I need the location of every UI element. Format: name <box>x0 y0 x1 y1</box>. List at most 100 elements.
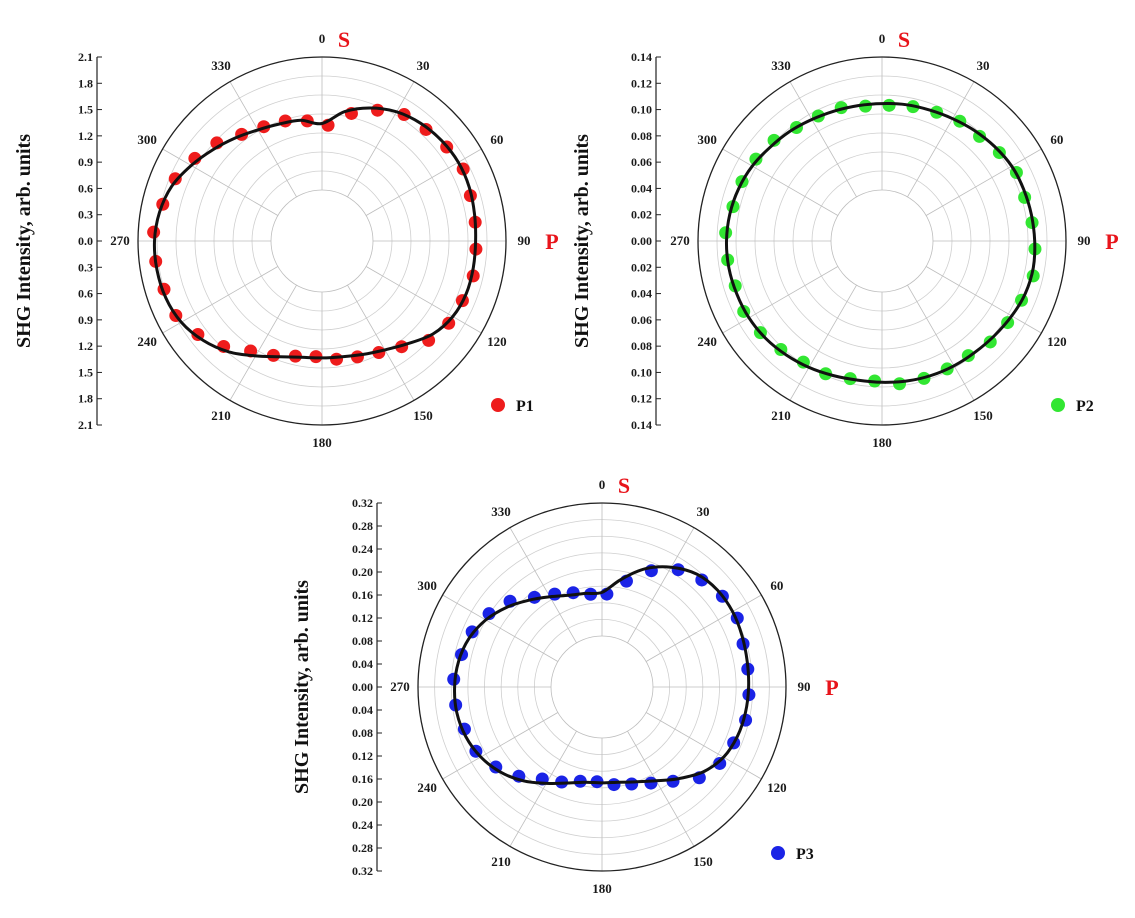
radial-tick-label: 0.28 <box>352 841 373 855</box>
data-point <box>713 756 727 770</box>
pol-label-s: S <box>618 473 630 498</box>
radial-tick-label: 0.14 <box>631 418 652 432</box>
radial-tick-label: 0.04 <box>352 657 373 671</box>
data-point <box>548 587 562 601</box>
grid-spoke <box>509 527 577 644</box>
radial-tick-label: 0.24 <box>352 542 373 556</box>
polar-chart-p3: 0 30 60 90 120 150 180 210 240 270 300 330 S P 0.32 0.2… <box>291 473 839 896</box>
grid-spoke <box>789 284 857 401</box>
radial-tick-label: 0.04 <box>352 703 373 717</box>
radial-tick-label: 0.10 <box>631 365 652 379</box>
inner-ring <box>830 189 934 293</box>
radial-tick-label: 0.02 <box>631 260 652 274</box>
radial-tick-label: 0.12 <box>352 749 373 763</box>
radial-tick-label: 0.06 <box>631 313 652 327</box>
grid-spoke <box>925 266 1042 334</box>
radial-tick-label: 1.2 <box>78 129 93 143</box>
grid-spoke <box>722 266 839 334</box>
radial-tick-label: 0.12 <box>631 392 652 406</box>
radial-tick-label: 1.8 <box>78 76 93 90</box>
pol-label-p: P <box>545 229 558 254</box>
radial-tick-label: 0.06 <box>631 155 652 169</box>
angle-tick-label: 270 <box>670 233 690 248</box>
legend-marker <box>491 398 505 412</box>
grid-spoke <box>442 594 559 662</box>
radial-tick-label: 0.3 <box>78 260 93 274</box>
radial-tick-label: 0.08 <box>352 634 373 648</box>
data-point <box>882 98 896 112</box>
angle-tick-label: 210 <box>771 408 791 423</box>
angle-tick-label: 60 <box>770 578 783 593</box>
radial-tick-label: 0.08 <box>352 726 373 740</box>
radial-tick-label: 0.0 <box>78 234 93 248</box>
angle-tick-label: 0 <box>879 31 886 46</box>
angle-tick-label: 180 <box>312 435 332 450</box>
angle-tick-label: 0 <box>319 31 326 46</box>
radial-tick-label: 0.28 <box>352 519 373 533</box>
data-point <box>566 586 580 600</box>
grid-spoke <box>365 266 482 334</box>
angle-tick-label: 30 <box>697 504 710 519</box>
angle-tick-label: 240 <box>697 334 717 349</box>
angle-tick-label: 180 <box>592 881 612 896</box>
radial-tick-label: 0.00 <box>352 680 373 694</box>
angle-tick-label: 300 <box>697 132 717 147</box>
radial-tick-label: 0.16 <box>352 772 373 786</box>
angle-tick-label: 120 <box>487 334 507 349</box>
angle-tick-label: 0 <box>599 477 606 492</box>
data-point <box>330 352 344 366</box>
angle-tick-label: 120 <box>767 780 787 795</box>
radial-tick-label: 0.04 <box>631 287 652 301</box>
grid-spoke <box>162 148 279 216</box>
grid-spoke <box>907 81 975 198</box>
radial-tick-label: 0.20 <box>352 795 373 809</box>
angle-tick-label: 60 <box>490 132 503 147</box>
legend-marker <box>1051 398 1065 412</box>
radial-tick-label: 0.32 <box>352 496 373 510</box>
y-axis-label: SHG Intensity, arb. units <box>291 580 313 794</box>
angle-tick-label: 150 <box>413 408 433 423</box>
data-point <box>644 776 658 790</box>
data-point <box>893 377 907 391</box>
outer-ring <box>417 502 787 872</box>
radial-tick-label: 0.9 <box>78 313 93 327</box>
angle-tick-label: 330 <box>771 58 791 73</box>
radial-tick-label: 0.02 <box>631 208 652 222</box>
angle-tick-label: 330 <box>491 504 511 519</box>
angle-tick-label: 150 <box>693 854 713 869</box>
radial-tick-label: 2.1 <box>78 418 93 432</box>
radial-tick-label: 0.6 <box>78 181 93 195</box>
radial-tick-label: 0.04 <box>631 181 652 195</box>
radial-tick-label: 0.3 <box>78 208 93 222</box>
angle-tick-label: 240 <box>137 334 157 349</box>
grid-spoke <box>347 81 415 198</box>
legend-marker <box>771 846 785 860</box>
pol-label-p: P <box>1105 229 1118 254</box>
grid-spoke <box>645 712 762 780</box>
data-point <box>767 133 781 147</box>
grid-ring <box>251 170 393 312</box>
grid-spoke <box>365 148 482 216</box>
fit-curve <box>453 565 751 785</box>
radial-tick-label: 0.16 <box>352 588 373 602</box>
radial-tick-label: 0.20 <box>352 565 373 579</box>
radial-tick-label: 0.08 <box>631 339 652 353</box>
grid-spoke <box>722 148 839 216</box>
radial-tick-label: 0.12 <box>631 76 652 90</box>
radial-tick-label: 1.8 <box>78 392 93 406</box>
angle-tick-label: 30 <box>977 58 990 73</box>
polar-chart-p1: 0 30 60 90 120 150 180 210 240 270 300 330 S P 2.1 1.8 1… <box>13 27 559 450</box>
grid-spoke <box>509 730 577 847</box>
outer-ring <box>697 56 1067 426</box>
radial-tick-label: 0.14 <box>631 50 652 64</box>
angle-tick-label: 120 <box>1047 334 1067 349</box>
angle-tick-label: 210 <box>491 854 511 869</box>
pol-label-p: P <box>825 675 838 700</box>
radial-tick-label: 1.5 <box>78 103 93 117</box>
inner-ring <box>270 189 374 293</box>
grid-spoke <box>347 284 415 401</box>
grid-spoke <box>789 81 857 198</box>
legend-label: P3 <box>796 846 814 863</box>
grid-spoke <box>627 527 695 644</box>
